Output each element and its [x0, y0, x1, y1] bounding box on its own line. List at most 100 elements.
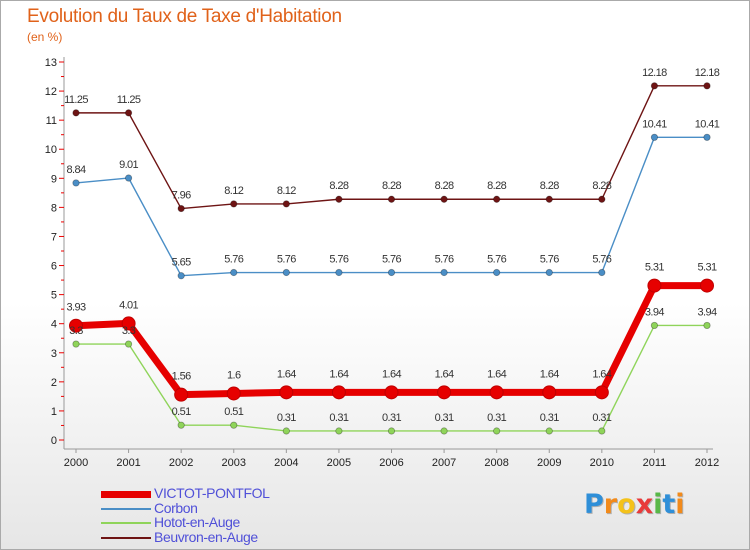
data-label-hotot-en-auge: 3.94: [645, 306, 664, 318]
data-label-victot-pontfol: 1.64: [487, 368, 506, 380]
data-label-beuvron-en-auge: 8.28: [329, 180, 348, 192]
logo-letter: r: [603, 489, 618, 520]
data-point-hotot-en-auge: [493, 427, 501, 435]
data-label-corbon: 9.01: [119, 159, 138, 171]
data-label-beuvron-en-auge: 8.28: [592, 180, 611, 192]
data-label-hotot-en-auge: 3.3: [69, 325, 83, 337]
data-point-beuvron-en-auge: [124, 109, 133, 117]
legend-item-beuvron-en-auge[interactable]: Beuvron-en-Auge: [101, 528, 270, 545]
data-label-corbon: 5.76: [224, 254, 243, 266]
data-label-victot-pontfol: 1.64: [329, 368, 348, 380]
data-point-hotot-en-auge: [72, 340, 80, 348]
legend-swatch-victot-pontfol: [101, 490, 151, 498]
y-tick-label: 5: [51, 290, 57, 302]
data-point-corbon: [545, 268, 553, 277]
data-point-hotot-en-auge: [703, 321, 711, 330]
x-tick-label: 2000: [64, 457, 88, 469]
data-point-beuvron-en-auge: [598, 195, 606, 203]
logo-letter: P: [584, 489, 604, 520]
data-point-corbon: [440, 268, 448, 277]
data-point-corbon: [387, 268, 396, 277]
data-label-corbon: 8.84: [66, 164, 85, 176]
data-point-beuvron-en-auge: [230, 200, 238, 208]
y-tick-label: 8: [51, 202, 57, 214]
logo-letter: t: [662, 489, 676, 520]
legend-item-corbon[interactable]: Corbon: [101, 500, 270, 516]
data-point-beuvron-en-auge: [650, 82, 659, 90]
data-point-corbon: [335, 268, 343, 277]
data-label-hotot-en-auge: 0.51: [172, 406, 191, 418]
data-label-corbon: 5.76: [540, 254, 559, 266]
data-label-victot-pontfol: 4.01: [119, 299, 138, 311]
x-tick-label: 2001: [116, 457, 140, 469]
data-label-hotot-en-auge: 3.94: [697, 306, 716, 318]
data-point-hotot-en-auge: [124, 340, 133, 348]
data-label-victot-pontfol: 1.64: [592, 368, 611, 380]
data-label-victot-pontfol: 1.64: [435, 368, 454, 380]
legend-swatch-beuvron-en-auge: [101, 536, 151, 539]
data-label-beuvron-en-auge: 8.12: [277, 185, 296, 197]
y-tick-label: 11: [46, 115, 57, 127]
data-label-beuvron-en-auge: 8.28: [435, 180, 454, 192]
data-point-corbon: [493, 268, 501, 277]
legend-label: VICTOT-PONTFOL: [154, 485, 270, 501]
data-label-beuvron-en-auge: 11.25: [117, 94, 141, 106]
y-tick-label: 13: [45, 57, 57, 69]
data-point-victot-pontfol: [594, 385, 609, 400]
data-point-hotot-en-auge: [177, 421, 185, 429]
data-point-beuvron-en-auge: [177, 204, 185, 213]
data-label-corbon: 10.41: [642, 118, 667, 130]
y-tick-label: 12: [45, 86, 57, 98]
data-point-hotot-en-auge: [230, 421, 238, 429]
data-label-corbon: 5.76: [277, 254, 296, 266]
data-label-beuvron-en-auge: 11.25: [64, 94, 88, 106]
data-point-beuvron-en-auge: [545, 195, 553, 203]
data-label-beuvron-en-auge: 12.18: [695, 67, 720, 79]
legend-swatch-hotot-en-auge: [101, 522, 151, 525]
data-label-victot-pontfol: 1.64: [277, 368, 296, 380]
data-label-corbon: 5.76: [382, 254, 401, 266]
x-tick-label: 2012: [695, 457, 719, 469]
data-label-victot-pontfol: 5.31: [697, 262, 716, 274]
data-label-victot-pontfol: 1.64: [382, 368, 401, 380]
data-label-beuvron-en-auge: 12.18: [642, 67, 667, 79]
data-point-beuvron-en-auge: [335, 195, 343, 203]
data-point-corbon: [703, 133, 711, 141]
data-point-corbon: [177, 272, 185, 280]
data-label-hotot-en-auge: 0.31: [277, 412, 296, 424]
logo-letter: i: [675, 489, 685, 520]
data-point-beuvron-en-auge: [282, 200, 290, 208]
data-point-hotot-en-auge: [440, 427, 448, 435]
data-point-hotot-en-auge: [598, 427, 606, 435]
proxiti-logo: Proxiti: [584, 489, 685, 520]
legend-item-hotot-en-auge[interactable]: Hotot-en-Auge: [101, 515, 270, 530]
x-tick-label: 2007: [432, 457, 456, 469]
legend-label: Beuvron-en-Auge: [154, 528, 258, 545]
data-label-hotot-en-auge: 0.31: [592, 412, 611, 424]
data-point-corbon: [598, 268, 606, 277]
y-tick-label: 6: [51, 261, 57, 273]
x-tick-label: 2002: [169, 457, 193, 469]
data-point-victot-pontfol: [226, 386, 241, 401]
data-point-victot-pontfol: [69, 318, 83, 333]
logo-letter: x: [635, 489, 654, 520]
x-tick-label: 2003: [222, 457, 246, 469]
y-tick-label: 1: [51, 406, 57, 418]
y-tick-label: 2: [51, 377, 57, 389]
data-point-hotot-en-auge: [387, 427, 396, 435]
data-label-beuvron-en-auge: 8.28: [382, 180, 401, 192]
x-tick-label: 2008: [484, 457, 508, 469]
y-tick-label: 10: [45, 144, 57, 156]
data-label-hotot-en-auge: 3.3: [122, 325, 136, 337]
data-point-victot-pontfol: [121, 316, 136, 331]
data-point-hotot-en-auge: [545, 427, 553, 435]
data-point-victot-pontfol: [331, 385, 346, 400]
data-point-victot-pontfol: [384, 385, 399, 400]
legend-item-victot-pontfol[interactable]: VICTOT-PONTFOL: [101, 486, 270, 501]
data-point-corbon: [650, 133, 659, 141]
x-tick-label: 2011: [643, 457, 667, 469]
data-label-corbon: 5.76: [592, 254, 611, 266]
data-point-hotot-en-auge: [650, 321, 659, 330]
